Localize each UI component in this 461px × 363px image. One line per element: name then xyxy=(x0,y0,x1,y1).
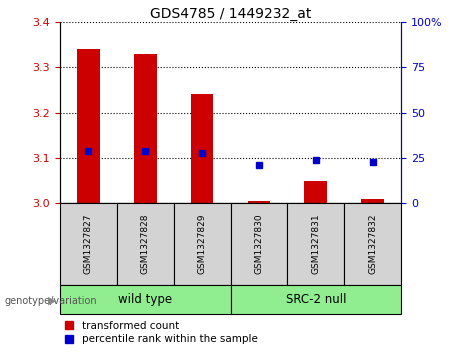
FancyBboxPatch shape xyxy=(230,285,401,314)
Text: wild type: wild type xyxy=(118,293,172,306)
Text: GSM1327831: GSM1327831 xyxy=(311,214,320,274)
Text: GSM1327830: GSM1327830 xyxy=(254,214,263,274)
Text: SRC-2 null: SRC-2 null xyxy=(285,293,346,306)
Bar xyxy=(304,181,327,203)
FancyBboxPatch shape xyxy=(287,203,344,285)
Text: GSM1327832: GSM1327832 xyxy=(368,214,377,274)
Bar xyxy=(361,199,384,203)
Bar xyxy=(134,53,157,203)
Bar xyxy=(77,49,100,203)
FancyBboxPatch shape xyxy=(230,203,287,285)
Text: ▶: ▶ xyxy=(48,295,57,306)
Bar xyxy=(248,201,270,203)
Title: GDS4785 / 1449232_at: GDS4785 / 1449232_at xyxy=(150,7,311,21)
FancyBboxPatch shape xyxy=(344,203,401,285)
Text: GSM1327827: GSM1327827 xyxy=(84,214,93,274)
FancyBboxPatch shape xyxy=(174,203,230,285)
Bar xyxy=(191,94,213,203)
Text: genotype/variation: genotype/variation xyxy=(5,295,97,306)
Legend: transformed count, percentile rank within the sample: transformed count, percentile rank withi… xyxy=(65,321,258,344)
FancyBboxPatch shape xyxy=(117,203,174,285)
FancyBboxPatch shape xyxy=(60,285,230,314)
Text: GSM1327828: GSM1327828 xyxy=(141,214,150,274)
Text: GSM1327829: GSM1327829 xyxy=(198,214,207,274)
FancyBboxPatch shape xyxy=(60,203,117,285)
